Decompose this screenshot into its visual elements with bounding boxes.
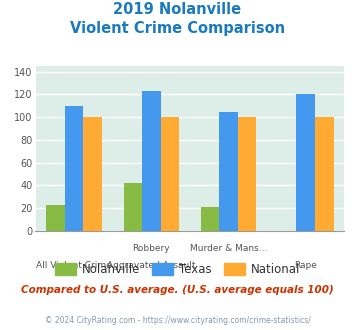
Text: 2019 Nolanville: 2019 Nolanville: [114, 2, 241, 16]
Bar: [219, 112, 238, 231]
Bar: [142, 91, 160, 231]
Bar: [46, 205, 65, 231]
Bar: [65, 106, 83, 231]
Bar: [160, 117, 179, 231]
Bar: [238, 117, 256, 231]
Bar: [124, 183, 142, 231]
Text: Violent Crime Comparison: Violent Crime Comparison: [70, 21, 285, 36]
Bar: [201, 207, 219, 231]
Bar: [315, 117, 334, 231]
Text: © 2024 CityRating.com - https://www.cityrating.com/crime-statistics/: © 2024 CityRating.com - https://www.city…: [45, 316, 310, 325]
Text: Compared to U.S. average. (U.S. average equals 100): Compared to U.S. average. (U.S. average …: [21, 285, 334, 295]
Text: Aggravated Assault: Aggravated Assault: [107, 261, 196, 270]
Text: Rape: Rape: [294, 261, 317, 270]
Text: All Violent Crime: All Violent Crime: [36, 261, 112, 270]
Text: Robbery: Robbery: [132, 244, 170, 253]
Bar: [296, 94, 315, 231]
Legend: Nolanville, Texas, National: Nolanville, Texas, National: [50, 258, 305, 281]
Bar: [83, 117, 102, 231]
Text: Murder & Mans...: Murder & Mans...: [190, 244, 267, 253]
